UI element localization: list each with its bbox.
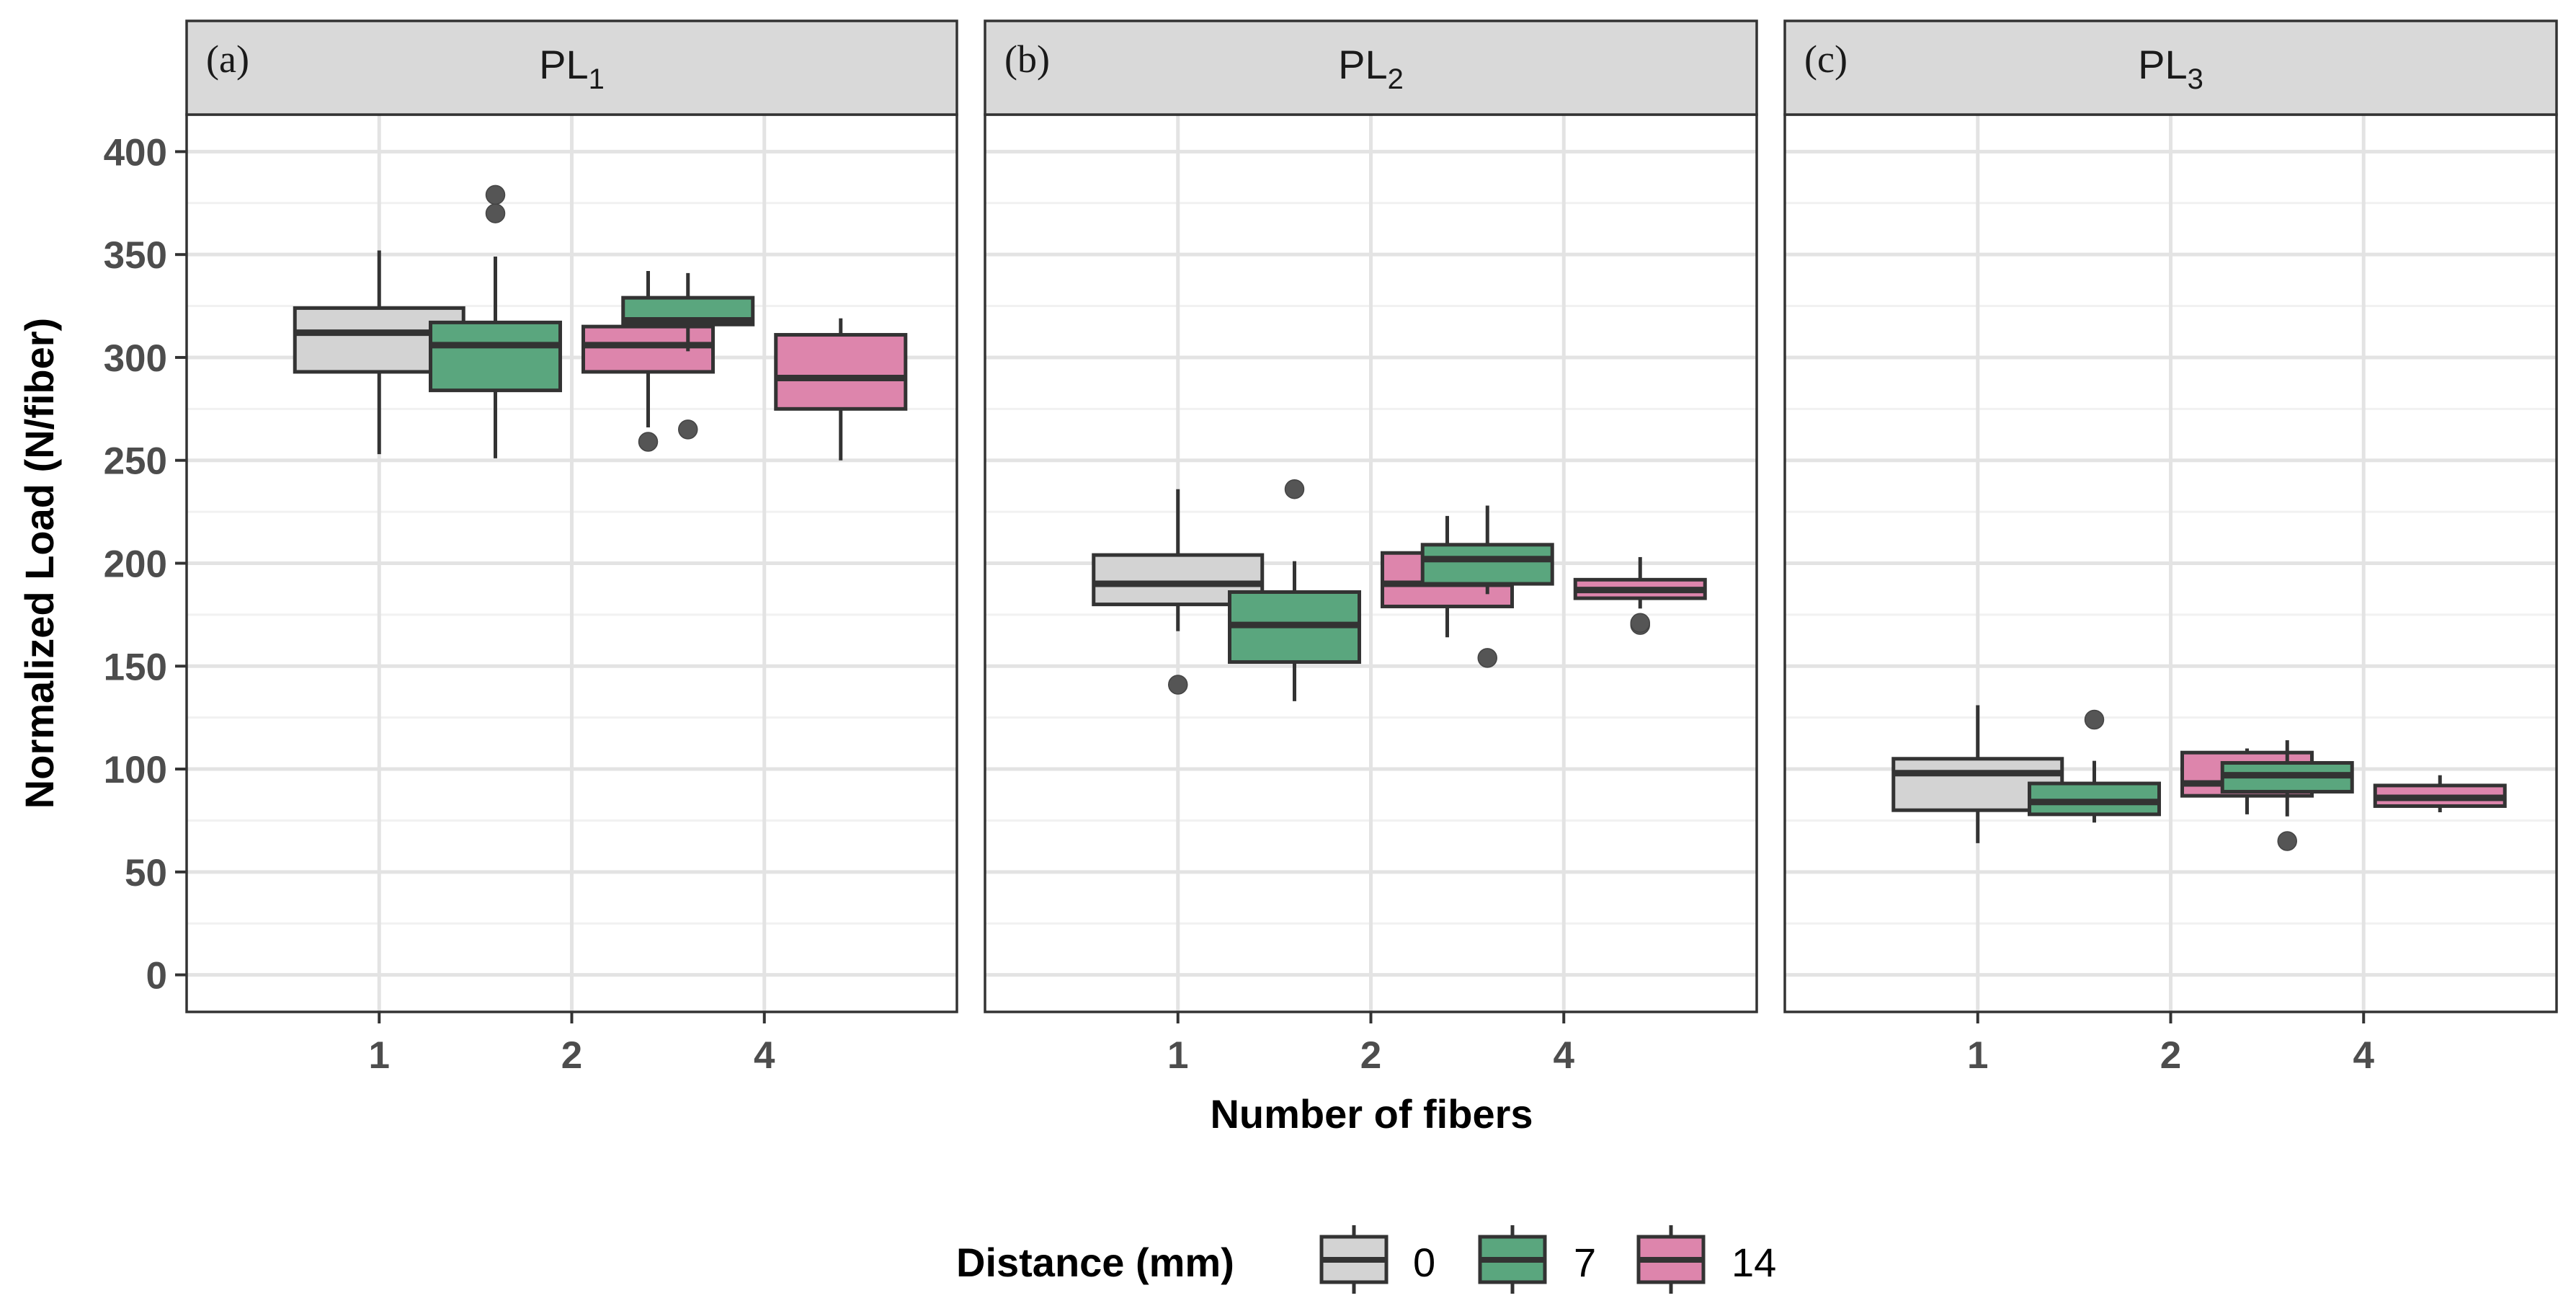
legend-key-7 [1478, 1225, 1547, 1294]
facet-label-base: PL [1338, 42, 1388, 87]
legend-label: 7 [1574, 1240, 1596, 1285]
legend-title: Distance (mm) [956, 1240, 1234, 1285]
x-tick-label: 4 [754, 1034, 775, 1077]
outlier-point [485, 185, 506, 205]
box-iqr [1420, 543, 1554, 586]
y-tick-label: 50 [125, 852, 167, 894]
box-4-distance-7 [2220, 740, 2354, 851]
box-iqr [581, 324, 715, 374]
y-axis-title: Normalized Load (N/fiber) [17, 318, 62, 809]
outlier-point [678, 419, 698, 440]
facet-label-base: PL [2138, 42, 2188, 87]
box-4-distance-14 [774, 318, 908, 461]
x-tick-label: 1 [1967, 1034, 1988, 1077]
outlier-point [1477, 648, 1497, 668]
facet-tag: (c) [1804, 37, 1848, 81]
x-tick-label: 1 [1167, 1034, 1188, 1077]
box-1-distance-0 [1891, 705, 2064, 843]
outlier-point [638, 432, 659, 452]
facet-label-base: PL [539, 42, 589, 87]
outlier-point [2084, 709, 2105, 730]
x-tick-label: 4 [2353, 1034, 2375, 1077]
y-tick-label: 0 [146, 955, 167, 997]
box-2-distance-7 [2028, 709, 2161, 823]
x-tick-label: 1 [369, 1034, 390, 1077]
y-tick-label: 400 [104, 131, 167, 174]
outlier-point [2277, 831, 2297, 851]
x-axis-title: Number of fibers [1210, 1091, 1533, 1137]
x-tick-label: 4 [1554, 1034, 1575, 1077]
box-2-distance-7 [429, 185, 562, 458]
legend-key-14 [1636, 1225, 1706, 1294]
y-tick-label: 200 [104, 543, 167, 586]
facet-label-subscript: 2 [1388, 63, 1404, 95]
facet-label-subscript: 1 [589, 63, 605, 95]
y-tick-label: 300 [104, 337, 167, 380]
facet-label: PL3 [2138, 42, 2203, 95]
facet-strip [984, 19, 1758, 116]
legend-label: 14 [1732, 1240, 1776, 1285]
facet-label-subscript: 3 [2188, 63, 2203, 95]
y-tick-label: 250 [104, 440, 167, 483]
y-tick-label: 150 [104, 646, 167, 688]
box-2-distance-7 [1228, 479, 1361, 701]
x-tick-label: 2 [2160, 1034, 2181, 1077]
box-4-distance-14 [1573, 556, 1707, 635]
x-tick-label: 2 [1360, 1034, 1381, 1077]
legend-label: 0 [1413, 1240, 1435, 1285]
facet-tag: (a) [206, 37, 249, 81]
facet-tag: (b) [1004, 37, 1050, 81]
outlier-point [1284, 479, 1305, 499]
facet-label: PL2 [1338, 42, 1404, 95]
box-2-distance-14 [581, 271, 715, 452]
facet-panel-3: (c) PL3 1 2 4 [1783, 19, 2558, 1077]
outlier-point [1168, 675, 1188, 695]
box-iqr [429, 320, 562, 393]
facet-strip [185, 19, 958, 116]
legend: Distance (mm) 0 7 14 [956, 1225, 1776, 1294]
outlier-point [1630, 613, 1650, 634]
legend-key-0 [1319, 1225, 1389, 1294]
facet-strip [1783, 19, 2558, 116]
outlier-point [485, 203, 506, 223]
box-4-distance-7 [1420, 505, 1554, 668]
x-tick-label: 2 [561, 1034, 582, 1077]
y-tick-label: 100 [104, 749, 167, 791]
box-iqr [774, 333, 908, 411]
box-4-distance-7 [621, 272, 755, 440]
facet-label: PL1 [539, 42, 605, 95]
box-4-distance-14 [2373, 775, 2507, 813]
y-tick-label: 350 [104, 234, 167, 277]
